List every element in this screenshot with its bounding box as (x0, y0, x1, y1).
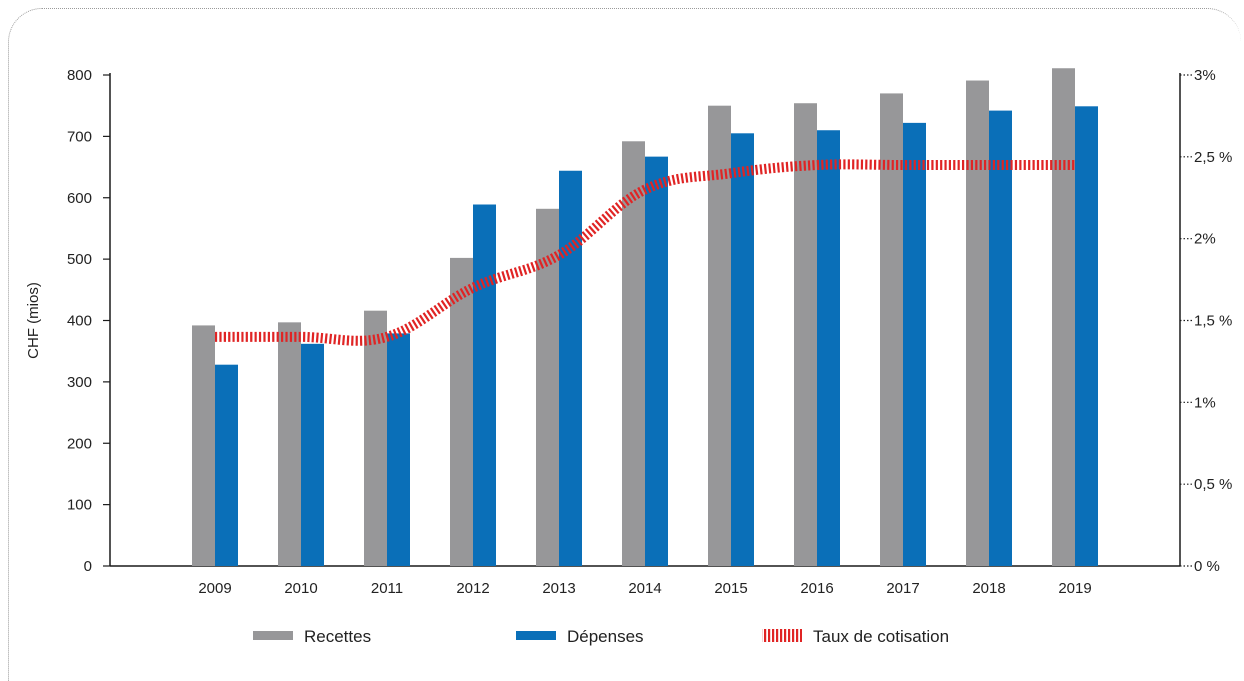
x-tick-label: 2010 (284, 580, 317, 597)
y-tick-label-right: 2,5 % (1194, 149, 1232, 166)
bar-dépenses (559, 170, 582, 566)
y-tick-label-left: 300 (67, 374, 92, 391)
line-taux-de-cotisation (215, 159, 1075, 346)
legend-label: Dépenses (567, 627, 644, 646)
y-tick-label-right: 3% (1194, 67, 1216, 84)
bars (192, 68, 1098, 567)
y-tick-label-left: 500 (67, 251, 92, 268)
y-tick-label-right: 0 % (1194, 558, 1220, 575)
y-tick-label-left: 800 (67, 67, 92, 84)
bar-recettes (536, 208, 559, 567)
bar-recettes (708, 105, 731, 566)
x-tick-label: 2016 (800, 580, 833, 597)
y-tick-label-right: 1% (1194, 394, 1216, 411)
y-tick-label-left: 200 (67, 435, 92, 452)
bar-recettes (450, 257, 473, 566)
bar-dépenses (473, 204, 496, 566)
chart-frame (8, 8, 1241, 681)
x-tick-label: 2012 (456, 580, 489, 597)
bar-recettes (880, 93, 903, 566)
legend-swatch-taux-de-cotisation (762, 629, 802, 642)
x-tick-label: 2011 (371, 580, 403, 597)
y-tick-label-right: 1,5 % (1194, 313, 1232, 330)
legend-label: Taux de cotisation (813, 627, 949, 646)
bar-dépenses (387, 333, 410, 566)
y-tick-label-left: 100 (67, 497, 92, 514)
y-tick-label-left: 400 (67, 313, 92, 330)
bar-dépenses (215, 364, 238, 566)
bar-dépenses (301, 343, 324, 566)
bar-dépenses (817, 130, 840, 567)
y-tick-label-right: 0,5 % (1194, 476, 1232, 493)
bar-dépenses (731, 133, 754, 566)
legend: Recettes Dépenses Taux de cotisation (253, 627, 949, 646)
legend-label: Recettes (304, 627, 371, 646)
x-tick-label: 2013 (542, 580, 575, 597)
legend-swatch-dépenses (516, 631, 556, 640)
x-tick-label: 2014 (628, 580, 661, 597)
rate-line (215, 159, 1075, 346)
bar-recettes (278, 322, 301, 566)
y-tick-label-left: 700 (67, 128, 92, 145)
bar-recettes (622, 141, 645, 566)
x-tick-label: 2017 (886, 580, 919, 597)
x-tick-label: 2018 (972, 580, 1005, 597)
bar-dépenses (1075, 106, 1098, 567)
bar-dépenses (645, 156, 668, 566)
bar-recettes (364, 310, 387, 566)
x-tick-label: 2019 (1058, 580, 1091, 597)
bar-dépenses (903, 122, 926, 566)
bar-recettes (192, 325, 215, 566)
y-tick-label-right: 2% (1194, 231, 1216, 248)
bar-dépenses (989, 110, 1012, 566)
x-tick-label: 2009 (198, 580, 231, 597)
y-tick-label-left: 600 (67, 190, 92, 207)
bar-recettes (1052, 68, 1075, 566)
y-axis-title: CHF (mios) (25, 282, 42, 359)
x-tick-label: 2015 (714, 580, 747, 597)
bar-recettes (794, 103, 817, 567)
y-tick-label-left: 0 (84, 558, 92, 575)
bar-recettes (966, 80, 989, 567)
legend-swatch-recettes (253, 631, 293, 640)
